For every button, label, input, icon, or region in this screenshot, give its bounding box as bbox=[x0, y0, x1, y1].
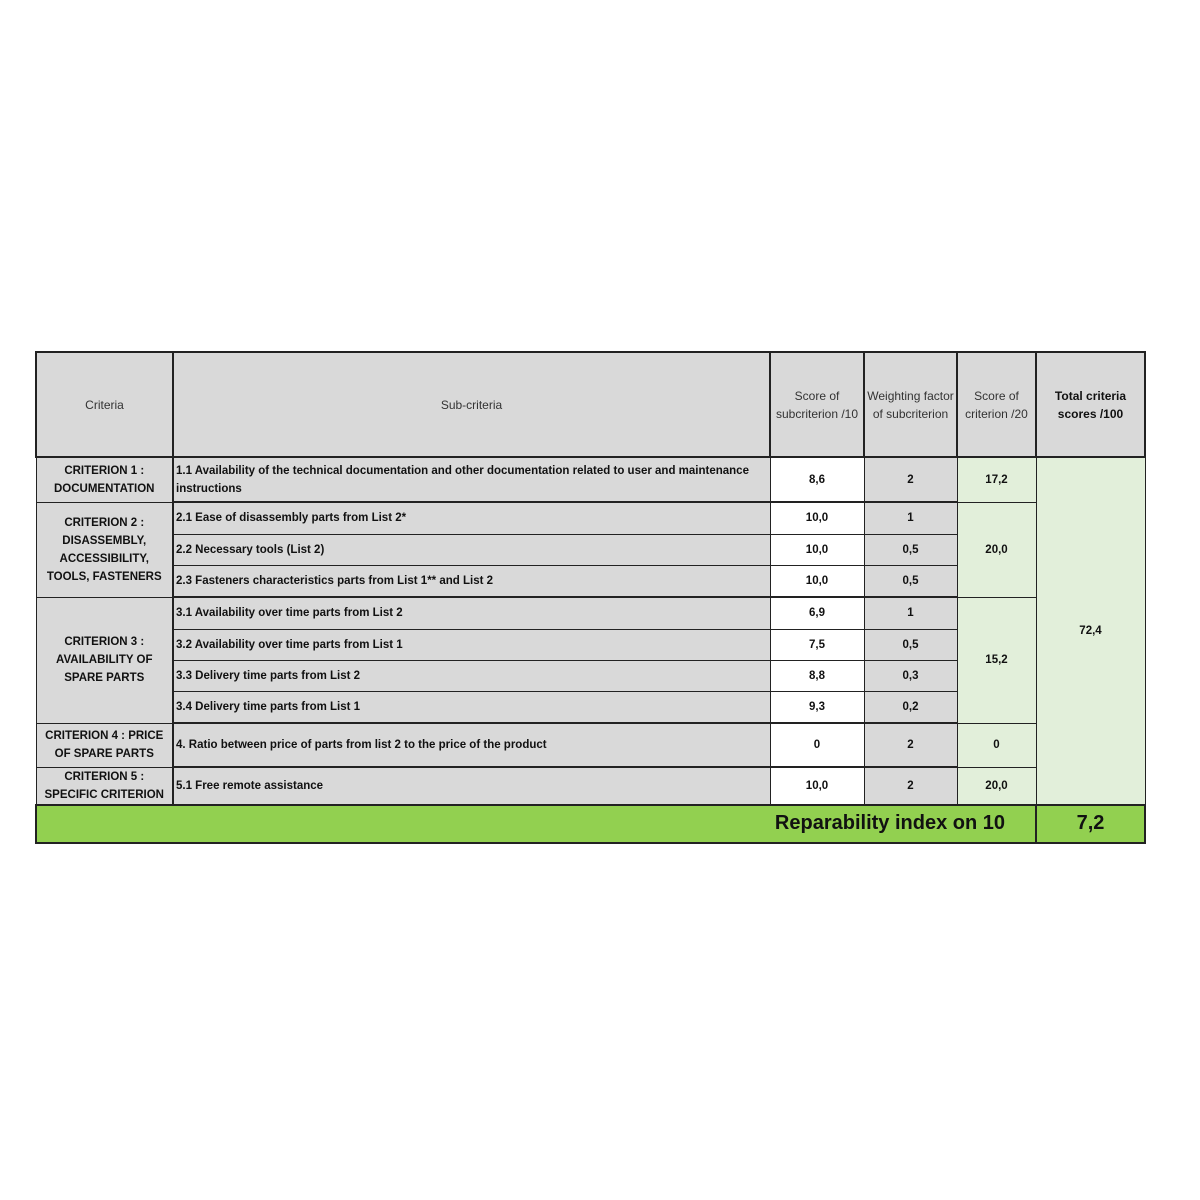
table-row: 3.4 Delivery time parts from List 1 9,3 0,… bbox=[36, 690, 1145, 724]
weighting-factor: 2 bbox=[863, 722, 958, 768]
sub-criterion-score: 7,5 bbox=[769, 628, 865, 661]
sub-criterion-label: 2.1 Ease of disassembly parts from List … bbox=[172, 501, 771, 535]
table-row: 2.2 Necessary tools (List 2) 10,0 0,5 bbox=[36, 533, 1145, 566]
criterion-score: 0 bbox=[956, 722, 1037, 768]
reparability-index-value: 7,2 bbox=[1035, 803, 1146, 844]
reparability-index-label: Reparability index on 10 bbox=[35, 803, 1037, 844]
table-row: CRITERION 4 : PRICE OF SPARE PARTS 4. Rat… bbox=[35, 722, 1145, 768]
sub-criterion-label: 1.1 Availability of the technical docume… bbox=[172, 456, 771, 503]
table-row: CRITERION 2 : DISASSEMBLY, ACCESSIBILITY… bbox=[35, 501, 1145, 598]
weighting-factor: 0,2 bbox=[863, 690, 958, 724]
weighting-factor: 0,5 bbox=[863, 628, 958, 661]
weighting-factor: 1 bbox=[863, 596, 958, 630]
weighting-factor: 0,5 bbox=[863, 533, 958, 566]
criterion-name: CRITERION 5 : SPECIFIC CRITERION bbox=[35, 766, 174, 805]
sub-criterion-label: 3.1 Availability over time parts from Li… bbox=[172, 596, 771, 630]
criterion-score: 20,0 bbox=[956, 766, 1037, 805]
sub-criterion-score: 10,0 bbox=[769, 564, 865, 598]
sub-criterion-score: 8,6 bbox=[769, 456, 865, 503]
sub-criterion-label: 5.1 Free remote assistance bbox=[172, 766, 771, 805]
header-sub-criteria: Sub-criteria bbox=[172, 351, 771, 458]
weighting-factor: 1 bbox=[863, 501, 958, 535]
table-row: 3.3 Delivery time parts from List 2 8,8 0,… bbox=[36, 659, 1145, 692]
sub-criterion-score: 10,0 bbox=[769, 533, 865, 566]
table-row: CRITERION 1 : DOCUMENTATION 1.1 Availabil… bbox=[35, 456, 1146, 805]
footer-row: Reparability index on 10 7,2 bbox=[35, 803, 1146, 844]
criterion-score: 20,0 bbox=[956, 501, 1037, 598]
sub-criterion-score: 10,0 bbox=[769, 766, 865, 805]
criterion-score: 15,2 bbox=[956, 596, 1037, 724]
header-criteria: Criteria bbox=[35, 351, 174, 458]
header-score-criterion: Score of criterion /20 bbox=[956, 351, 1037, 458]
weighting-factor: 0,3 bbox=[863, 659, 958, 692]
header-row: Criteria Sub-criteria Score of subcriter… bbox=[35, 351, 1146, 458]
reparability-table: Criteria Sub-criteria Score of subcriter… bbox=[35, 351, 1146, 844]
header-weight: Weighting factor of subcriterion bbox=[863, 351, 958, 458]
criterion-name: CRITERION 2 : DISASSEMBLY, ACCESSIBILITY… bbox=[35, 501, 174, 598]
sub-criterion-score: 9,3 bbox=[769, 690, 865, 724]
table-row: CRITERION 3 : AVAILABILITY OF SPARE PART… bbox=[35, 596, 1145, 724]
table-row: 3.2 Availability over time parts from Li… bbox=[36, 628, 1145, 661]
criterion-name: CRITERION 4 : PRICE OF SPARE PARTS bbox=[35, 722, 174, 768]
sub-criterion-label: 2.2 Necessary tools (List 2) bbox=[172, 533, 771, 566]
sub-criterion-score: 6,9 bbox=[769, 596, 865, 630]
sub-criterion-label: 3.2 Availability over time parts from Li… bbox=[172, 628, 771, 661]
weighting-factor: 2 bbox=[863, 456, 958, 503]
sub-criterion-score: 10,0 bbox=[769, 501, 865, 535]
sub-criterion-label: 4. Ratio between price of parts from lis… bbox=[172, 722, 771, 768]
header-score-sub: Score of subcriterion /10 bbox=[769, 351, 865, 458]
table-row: 2.3 Fasteners characteristics parts from… bbox=[36, 564, 1145, 598]
sub-criterion-label: 2.3 Fasteners characteristics parts from… bbox=[172, 564, 771, 598]
sub-criterion-score: 0 bbox=[769, 722, 865, 768]
header-total: Total criteria scores /100 bbox=[1035, 351, 1146, 458]
sub-criterion-label: 3.4 Delivery time parts from List 1 bbox=[172, 690, 771, 724]
sub-criterion-score: 8,8 bbox=[769, 659, 865, 692]
criterion-name: CRITERION 3 : AVAILABILITY OF SPARE PART… bbox=[35, 596, 174, 724]
criterion-name: CRITERION 1 : DOCUMENTATION bbox=[35, 456, 174, 503]
table-row: CRITERION 5 : SPECIFIC CRITERION 5.1 Free… bbox=[35, 766, 1145, 805]
total-criteria-score: 72,4 bbox=[1035, 456, 1146, 805]
criterion-score: 17,2 bbox=[956, 456, 1037, 503]
weighting-factor: 0,5 bbox=[863, 564, 958, 598]
sub-criterion-label: 3.3 Delivery time parts from List 2 bbox=[172, 659, 771, 692]
weighting-factor: 2 bbox=[863, 766, 958, 805]
